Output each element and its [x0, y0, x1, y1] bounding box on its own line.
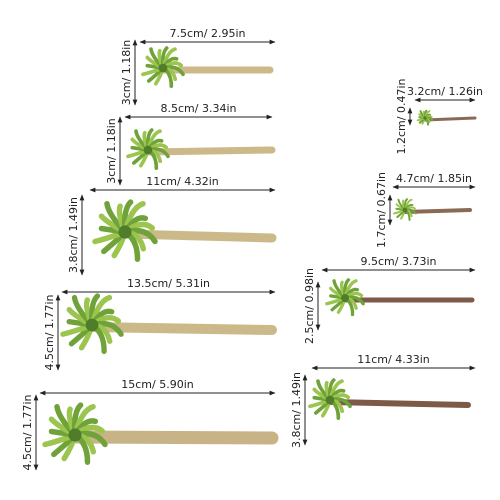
width-label: 8.5cm/ 3.34in — [161, 102, 237, 115]
crown — [158, 63, 168, 73]
width-label: 3.2cm/ 1.26in — [407, 85, 483, 98]
crown — [325, 395, 335, 405]
palm-item: 7.5cm/ 2.95in 3cm/ 1.18in — [120, 27, 276, 106]
palm-item: 15cm/ 5.90in 4.5cm/ 1.77in — [21, 378, 279, 471]
height-label: 4.5cm/ 1.77in — [43, 294, 56, 370]
palm-item: 13.5cm/ 5.31in 4.5cm/ 1.77in — [43, 277, 277, 371]
height-label: 3.8cm/ 1.49in — [290, 372, 303, 448]
height-label: 3cm/ 1.18in — [105, 118, 118, 184]
height-label: 1.2cm/ 0.47in — [395, 78, 408, 154]
trunk — [327, 399, 471, 408]
crown — [423, 116, 427, 120]
palm-item: 11cm/ 4.33in 3.8cm/ 1.49in — [290, 353, 476, 448]
palm-item: 4.7cm/ 1.85in 1.7cm/ 0.67in — [375, 172, 476, 248]
palm-item: 11cm/ 4.32in 3.8cm/ 1.49in — [67, 175, 277, 276]
crown — [341, 294, 349, 302]
height-label: 3.8cm/ 1.49in — [67, 197, 80, 273]
crown — [143, 145, 153, 155]
width-label: 13.5cm/ 5.31in — [127, 277, 210, 290]
palm-item: 8.5cm/ 3.34in 3cm/ 1.18in — [105, 102, 276, 186]
crown — [68, 428, 82, 442]
trunk — [423, 116, 477, 122]
trunk — [144, 146, 276, 156]
height-label: 2.5cm/ 0.98in — [303, 268, 316, 344]
trunk — [68, 430, 279, 445]
width-label: 4.7cm/ 1.85in — [396, 172, 472, 185]
trunk — [87, 322, 277, 335]
crown — [402, 207, 408, 213]
width-label: 15cm/ 5.90in — [121, 378, 194, 391]
palm-item: 9.5cm/ 3.73in 2.5cm/ 0.98in — [303, 255, 476, 344]
crown — [85, 318, 99, 332]
width-label: 11cm/ 4.33in — [357, 353, 430, 366]
height-label: 4.5cm/ 1.77in — [21, 394, 34, 470]
width-label: 7.5cm/ 2.95in — [170, 27, 246, 40]
crown — [118, 225, 132, 239]
width-label: 11cm/ 4.32in — [146, 175, 219, 188]
width-label: 9.5cm/ 3.73in — [361, 255, 437, 268]
height-label: 3cm/ 1.18in — [120, 40, 133, 106]
height-label: 1.7cm/ 0.67in — [375, 172, 388, 248]
